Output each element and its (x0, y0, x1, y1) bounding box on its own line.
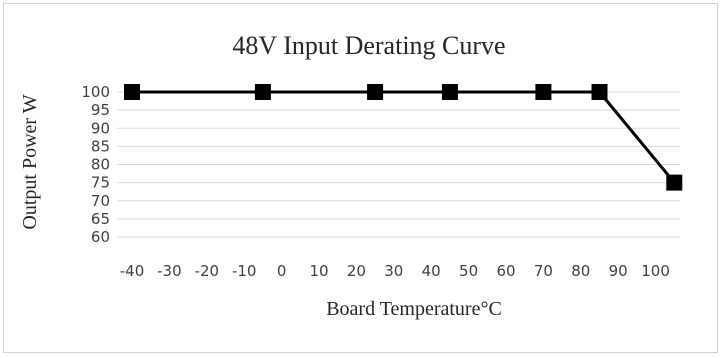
x-tick-label--20: -20 (195, 262, 220, 280)
y-tick-label-75: 75 (91, 174, 110, 192)
x-tick-label-80: 80 (571, 262, 590, 280)
y-tick-label-80: 80 (91, 156, 110, 174)
data-point-4 (535, 84, 552, 100)
y-tick-label-100: 100 (81, 83, 110, 101)
x-tick-label-0: 0 (277, 262, 287, 280)
x-tick-label-10: 10 (309, 262, 328, 280)
data-point-5 (591, 84, 608, 100)
y-tick-label-70: 70 (91, 192, 110, 210)
x-tick-label-30: 30 (384, 262, 403, 280)
y-tick-label-90: 90 (91, 119, 110, 137)
data-point-2 (367, 84, 384, 100)
x-tick-label-50: 50 (459, 262, 478, 280)
x-tick-label-70: 70 (534, 262, 553, 280)
x-tick-label--40: -40 (120, 262, 145, 280)
x-tick-label-90: 90 (609, 262, 628, 280)
y-axis-title: Output Power W (19, 94, 41, 229)
y-tick-label-65: 65 (91, 210, 110, 228)
chart-title: 48V Input Derating Curve (232, 31, 505, 60)
x-tick-label-100: 100 (641, 262, 670, 280)
y-tick-label-85: 85 (91, 137, 110, 155)
data-point-3 (441, 84, 458, 100)
x-tick-label-20: 20 (347, 262, 366, 280)
gridlines (117, 91, 680, 238)
data-point-0 (124, 84, 140, 100)
series-line (132, 90, 676, 184)
x-tick-labels: -40 -30 -20 -10 0 10 20 30 40 50 60 70 80 90 100 (120, 262, 670, 280)
x-tick-label--10: -10 (232, 262, 257, 280)
x-axis-title: Board Temperature°C (326, 298, 502, 320)
x-tick-label-60: 60 (496, 262, 515, 280)
y-tick-label-60: 60 (91, 228, 110, 246)
chart-frame (3, 3, 718, 353)
series-0-line (132, 90, 676, 184)
data-point-1 (254, 84, 271, 100)
x-tick-label--30: -30 (157, 262, 182, 280)
series-markers (124, 84, 683, 191)
x-tick-label-40: 40 (422, 262, 441, 280)
y-tick-label-95: 95 (91, 101, 110, 119)
data-point-6 (666, 174, 683, 191)
